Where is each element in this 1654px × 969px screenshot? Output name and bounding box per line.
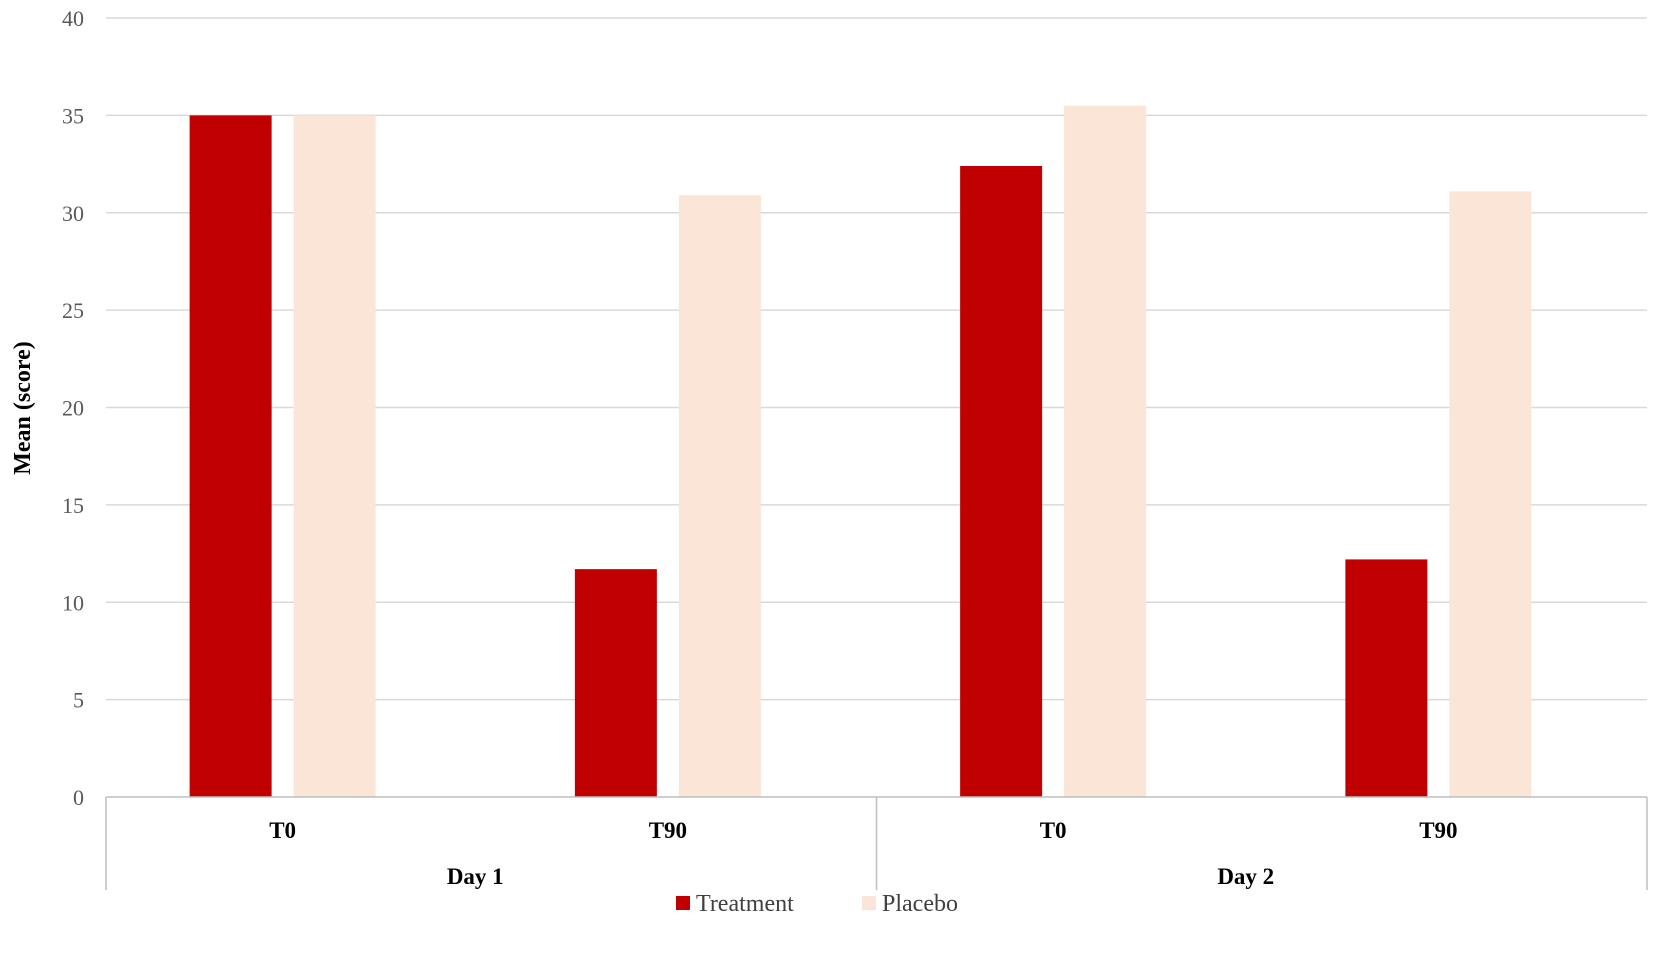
bar-treatment-3	[960, 166, 1043, 797]
y-axis-label: Mean (score)	[10, 341, 36, 475]
bar-treatment-1	[189, 115, 272, 797]
x-category-label: T90	[1419, 818, 1457, 843]
legend-swatch-treatment	[676, 896, 690, 910]
x-axis	[105, 796, 1648, 890]
bar-treatment-4	[1345, 559, 1428, 797]
bar-placebo-2	[678, 195, 761, 797]
y-tick-label: 5	[73, 688, 84, 713]
legend: Treatment Placebo	[676, 891, 958, 917]
y-tick-label: 20	[62, 396, 84, 421]
x-category-label: T90	[649, 818, 687, 843]
y-axis-ticks: 0 5 10 15 20 25 30 35 40	[62, 6, 84, 810]
x-category-label: T0	[269, 818, 296, 843]
legend-label: Placebo	[882, 891, 958, 917]
y-tick-label: 25	[62, 298, 84, 323]
y-tick-label: 40	[62, 6, 84, 31]
bar-placebo-1	[293, 115, 376, 797]
y-tick-label: 15	[62, 493, 84, 518]
x-axis-categories: T0 T90 T0 T90 Day 1 Day 2	[269, 818, 1457, 889]
legend-swatch-placebo	[862, 896, 876, 910]
bar-treatment-2	[574, 569, 657, 797]
legend-label: Treatment	[696, 891, 794, 917]
bars	[189, 105, 1532, 797]
y-tick-label: 10	[62, 590, 84, 615]
bar-placebo-3	[1064, 105, 1147, 797]
x-category-label: T0	[1040, 818, 1067, 843]
x-group-label: Day 2	[1217, 864, 1274, 889]
y-tick-label: 0	[73, 785, 84, 810]
y-tick-label: 30	[62, 201, 84, 226]
y-tick-label: 35	[62, 103, 84, 128]
x-group-label: Day 1	[447, 864, 504, 889]
bar-placebo-4	[1449, 191, 1532, 797]
